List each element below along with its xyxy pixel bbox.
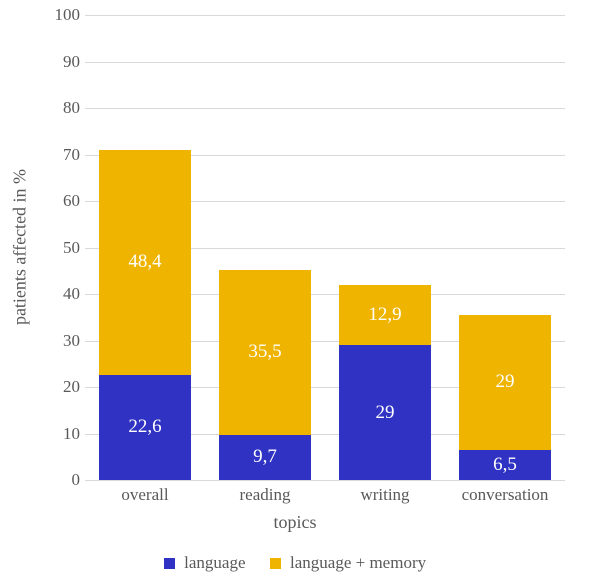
- gridline: [85, 15, 565, 16]
- y-tick-label: 90: [20, 52, 80, 72]
- x-axis-title: topics: [0, 512, 590, 533]
- legend-label-language: language: [184, 553, 245, 572]
- y-tick-label: 40: [20, 284, 80, 304]
- legend-item-language: language: [164, 552, 246, 573]
- legend: language language + memory: [0, 552, 590, 573]
- legend-swatch-language: [164, 558, 175, 569]
- y-tick-label: 10: [20, 424, 80, 444]
- y-tick-label: 80: [20, 98, 80, 118]
- gridline: [85, 62, 565, 63]
- y-tick-label: 70: [20, 145, 80, 165]
- y-tick-label: 100: [20, 5, 80, 25]
- x-tick-label: overall: [85, 485, 205, 505]
- gridline: [85, 108, 565, 109]
- y-tick-label: 30: [20, 331, 80, 351]
- x-tick-label: writing: [325, 485, 445, 505]
- legend-label-language-memory: language + memory: [290, 553, 426, 572]
- x-tick-label: reading: [205, 485, 325, 505]
- y-tick-label: 50: [20, 238, 80, 258]
- x-tick-label: conversation: [445, 485, 565, 505]
- gridline: [85, 480, 565, 481]
- bar-value-label: 48,4: [99, 251, 191, 273]
- bar-value-label: 22,6: [99, 416, 191, 438]
- bar-value-label: 12,9: [339, 304, 431, 326]
- y-tick-label: 60: [20, 191, 80, 211]
- bar-value-label: 29: [339, 402, 431, 424]
- plot-area: 22,6 48,4 9,7 35,5 29 12,9 6,5 29: [85, 15, 565, 480]
- y-tick-label: 0: [20, 470, 80, 490]
- bar-value-label: 29: [459, 371, 551, 393]
- legend-swatch-language-memory: [270, 558, 281, 569]
- bar-value-label: 35,5: [219, 341, 311, 363]
- chart-container: patients affected in % 22,648,49,735,529…: [0, 0, 590, 583]
- legend-item-language-memory: language + memory: [270, 552, 426, 573]
- bar-value-label: 6,5: [459, 454, 551, 476]
- y-tick-label: 20: [20, 377, 80, 397]
- bar-value-label: 9,7: [219, 446, 311, 468]
